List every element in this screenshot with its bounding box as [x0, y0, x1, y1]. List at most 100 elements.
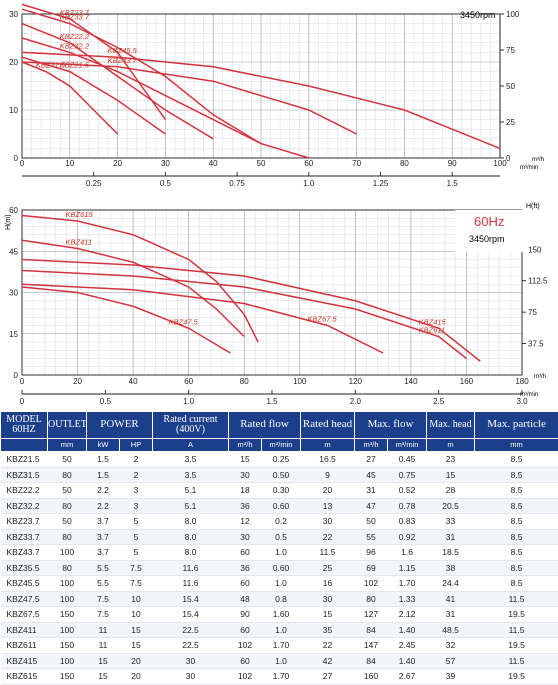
table-cell: 30: [229, 467, 262, 483]
x-tick-label: 80: [400, 159, 409, 168]
table-cell: 9: [301, 467, 355, 483]
x-tick-label: 60: [304, 159, 313, 168]
table-cell: 0.75: [388, 467, 427, 483]
table-cell: 96: [355, 545, 388, 561]
table-header-cell: OUTLET: [48, 412, 87, 439]
table-cell: 38: [427, 560, 475, 576]
table-cell: 22: [301, 529, 355, 545]
table-cell: 7.5: [120, 560, 153, 576]
bottom-ylabel-right: H(ft): [526, 203, 540, 210]
table-cell: 31: [355, 483, 388, 499]
table-cell: 36: [229, 560, 262, 576]
bottom-xlabel-primary: m³/h: [534, 374, 546, 380]
bottom-ylabel-left: H(m): [5, 214, 12, 230]
table-cell: 20: [120, 653, 153, 669]
table-cell: 2.12: [388, 607, 427, 623]
table-cell: 100: [48, 545, 87, 561]
table-cell: 30: [301, 591, 355, 607]
table-cell: 50: [48, 514, 87, 530]
table-cell: KBZ415: [1, 653, 48, 669]
table-cell: 15: [120, 622, 153, 638]
table-cell: 3.5: [153, 452, 229, 468]
table-cell: 0.60: [262, 560, 301, 576]
table-cell: 80: [48, 560, 87, 576]
table-unit-cell: mm: [475, 439, 558, 452]
table-unit-cell: m: [427, 439, 475, 452]
table-cell: 5.5: [87, 560, 120, 576]
x2-tick-label: 2.5: [433, 397, 445, 406]
table-cell: 33: [427, 514, 475, 530]
x-tick-label: 30: [161, 159, 170, 168]
table-cell: 100: [48, 622, 87, 638]
table-cell: 15.4: [153, 607, 229, 623]
table-cell: KBZ22.2: [1, 483, 48, 499]
y-tick-label: 0: [14, 154, 19, 163]
table-cell: 48: [229, 591, 262, 607]
x-tick-label: 180: [515, 377, 529, 386]
table-cell: KBZ611: [1, 638, 48, 654]
table-cell: 100: [48, 576, 87, 592]
table-cell: 18.5: [427, 545, 475, 561]
bottom-xlabel-secondary: m³/min: [520, 392, 538, 398]
y-tick-label: 45: [9, 247, 18, 256]
table-header-cell: Max. head: [427, 412, 475, 439]
table-cell: 8.5: [475, 483, 558, 499]
table-cell: KBZ45.5: [1, 576, 48, 592]
table-cell: 102: [229, 638, 262, 654]
top-xlabel-primary: m³/h: [532, 157, 544, 163]
table-cell: 15: [87, 653, 120, 669]
x-tick-label: 60: [184, 377, 193, 386]
curve-label: KBZ47.5: [169, 317, 199, 326]
table-cell: KBZ411: [1, 622, 48, 638]
table-cell: 30: [153, 653, 229, 669]
table-cell: KBZ47.5: [1, 591, 48, 607]
y-tick-label: 10: [9, 106, 18, 115]
table-cell: KBZ31.5: [1, 467, 48, 483]
x2-tick-label: 1.5: [447, 179, 459, 188]
table-header-cell: Rated current(400V): [153, 412, 229, 439]
table-cell: 11.6: [153, 560, 229, 576]
table-cell: 0.92: [388, 529, 427, 545]
curve-kbz415: [22, 260, 480, 362]
curve-label: KBZ45.5: [108, 46, 138, 55]
table-cell: 5: [120, 545, 153, 561]
table-cell: 15: [427, 467, 475, 483]
table-cell: 69: [355, 560, 388, 576]
curve-kbz47-5: [22, 287, 230, 353]
table-cell: 7.5: [87, 591, 120, 607]
table-cell: 48.5: [427, 622, 475, 638]
y2-tick-label: 50: [506, 82, 515, 91]
table-cell: 2: [120, 467, 153, 483]
table-cell: 8.0: [153, 514, 229, 530]
table-cell: 0.30: [262, 483, 301, 499]
table-cell: 150: [48, 638, 87, 654]
table-cell: 8.5: [475, 529, 558, 545]
x2-tick-label: 1.5: [266, 397, 278, 406]
table-cell: 100: [48, 653, 87, 669]
table-cell: 3: [120, 483, 153, 499]
table-cell: 1.0: [262, 576, 301, 592]
y2-tick-label: 0: [506, 154, 511, 163]
table-cell: 36: [229, 498, 262, 514]
frequency-label: 60Hz: [474, 214, 504, 229]
table-cell: 5: [120, 529, 153, 545]
table-unit-cell: m³/min: [388, 439, 427, 452]
table-cell: 1.40: [388, 653, 427, 669]
x-tick-label: 0: [20, 377, 25, 386]
table-cell: 16.5: [301, 452, 355, 468]
table-unit-cell: m³/h: [355, 439, 388, 452]
x-tick-label: 20: [73, 377, 82, 386]
table-cell: 0.2: [262, 514, 301, 530]
table-cell: 2.2: [87, 483, 120, 499]
table-cell: KBZ23.7: [1, 514, 48, 530]
table-cell: 80: [48, 467, 87, 483]
x-tick-label: 140: [404, 377, 418, 386]
